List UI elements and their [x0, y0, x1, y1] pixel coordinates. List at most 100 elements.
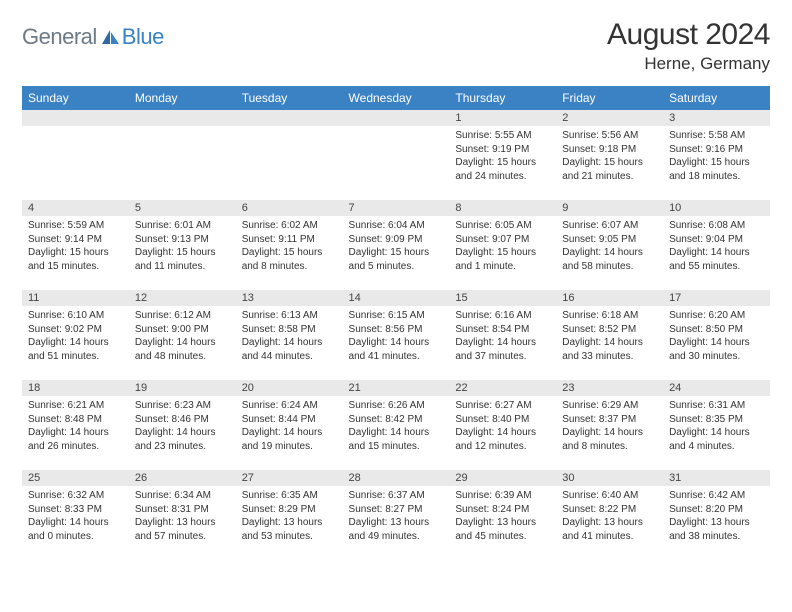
- sunrise-text: Sunrise: 6:16 AM: [455, 309, 550, 323]
- sunset-text: Sunset: 9:11 PM: [242, 233, 337, 247]
- day-details: Sunrise: 6:15 AMSunset: 8:56 PMDaylight:…: [343, 306, 450, 363]
- day-details: Sunrise: 6:34 AMSunset: 8:31 PMDaylight:…: [129, 486, 236, 543]
- location-label: Herne, Germany: [607, 54, 770, 74]
- day-cell: 13Sunrise: 6:13 AMSunset: 8:58 PMDayligh…: [236, 290, 343, 380]
- day-number: 15: [449, 290, 556, 306]
- day-number: 23: [556, 380, 663, 396]
- day-number: 5: [129, 200, 236, 216]
- col-thursday: Thursday: [449, 86, 556, 110]
- day-cell: 16 Sunrise: 6:18 AMSunset: 8:52 PMDayligh…: [556, 290, 663, 380]
- day-number: 25: [22, 470, 129, 486]
- sunrise-text: Sunrise: 6:29 AM: [562, 399, 657, 413]
- day-cell: 6Sunrise: 6:02 AMSunset: 9:11 PMDaylight…: [236, 200, 343, 290]
- sunrise-text: Sunrise: 6:32 AM: [28, 489, 123, 503]
- sunset-text: Sunset: 8:31 PM: [135, 503, 230, 517]
- day-number: 1: [449, 110, 556, 126]
- sunrise-text: Sunrise: 6:01 AM: [135, 219, 230, 233]
- sunrise-text: Sunrise: 6:26 AM: [349, 399, 444, 413]
- day-details: Sunrise: 5:55 AMSunset: 9:19 PMDaylight:…: [449, 126, 556, 183]
- day-cell: 31Sunrise: 6:42 AMSunset: 8:20 PMDayligh…: [663, 470, 770, 560]
- day-details: Sunrise: 6:24 AMSunset: 8:44 PMDaylight:…: [236, 396, 343, 453]
- col-wednesday: Wednesday: [343, 86, 450, 110]
- sunrise-text: Sunrise: 5:58 AM: [669, 129, 764, 143]
- day-number: 27: [236, 470, 343, 486]
- sunrise-text: Sunrise: 6:39 AM: [455, 489, 550, 503]
- sunset-text: Sunset: 8:48 PM: [28, 413, 123, 427]
- sunrise-text: Sunrise: 6:18 AM: [562, 309, 657, 323]
- sunrise-text: Sunrise: 6:05 AM: [455, 219, 550, 233]
- header: General Blue August 2024 Herne, Germany: [22, 18, 770, 74]
- sunrise-text: Sunrise: 6:13 AM: [242, 309, 337, 323]
- daylight-text: Daylight: 15 hours and 11 minutes.: [135, 246, 230, 273]
- day-cell: 14Sunrise: 6:15 AMSunset: 8:56 PMDayligh…: [343, 290, 450, 380]
- day-details: Sunrise: 5:58 AMSunset: 9:16 PMDaylight:…: [663, 126, 770, 183]
- day-number: 30: [556, 470, 663, 486]
- logo-sail-icon: [100, 28, 120, 46]
- day-number: 18: [22, 380, 129, 396]
- week-row: 4Sunrise: 5:59 AMSunset: 9:14 PMDaylight…: [22, 200, 770, 290]
- day-cell: 1Sunrise: 5:55 AMSunset: 9:19 PMDaylight…: [449, 110, 556, 200]
- sunrise-text: Sunrise: 6:37 AM: [349, 489, 444, 503]
- day-number: [22, 110, 129, 126]
- daylight-text: Daylight: 14 hours and 0 minutes.: [28, 516, 123, 543]
- sunset-text: Sunset: 8:54 PM: [455, 323, 550, 337]
- sunrise-text: Sunrise: 5:59 AM: [28, 219, 123, 233]
- day-cell: 12Sunrise: 6:12 AMSunset: 9:00 PMDayligh…: [129, 290, 236, 380]
- sunrise-text: Sunrise: 6:42 AM: [669, 489, 764, 503]
- day-cell: 26Sunrise: 6:34 AMSunset: 8:31 PMDayligh…: [129, 470, 236, 560]
- daylight-text: Daylight: 15 hours and 24 minutes.: [455, 156, 550, 183]
- day-details: Sunrise: 6:27 AMSunset: 8:40 PMDaylight:…: [449, 396, 556, 453]
- sunset-text: Sunset: 9:09 PM: [349, 233, 444, 247]
- day-details: Sunrise: 5:56 AMSunset: 9:18 PMDaylight:…: [556, 126, 663, 183]
- daylight-text: Daylight: 15 hours and 15 minutes.: [28, 246, 123, 273]
- day-details: Sunrise: 6:01 AMSunset: 9:13 PMDaylight:…: [129, 216, 236, 273]
- day-cell: [343, 110, 450, 200]
- sunrise-text: Sunrise: 6:08 AM: [669, 219, 764, 233]
- day-cell: 5Sunrise: 6:01 AMSunset: 9:13 PMDaylight…: [129, 200, 236, 290]
- calendar-body: 1Sunrise: 5:55 AMSunset: 9:19 PMDaylight…: [22, 110, 770, 560]
- daylight-text: Daylight: 15 hours and 8 minutes.: [242, 246, 337, 273]
- day-details: Sunrise: 6:23 AMSunset: 8:46 PMDaylight:…: [129, 396, 236, 453]
- day-details: Sunrise: 6:37 AMSunset: 8:27 PMDaylight:…: [343, 486, 450, 543]
- page-title: August 2024: [607, 18, 770, 52]
- day-number: 12: [129, 290, 236, 306]
- daylight-text: Daylight: 15 hours and 21 minutes.: [562, 156, 657, 183]
- sunset-text: Sunset: 8:46 PM: [135, 413, 230, 427]
- sunset-text: Sunset: 9:07 PM: [455, 233, 550, 247]
- day-cell: 19Sunrise: 6:23 AMSunset: 8:46 PMDayligh…: [129, 380, 236, 470]
- sunset-text: Sunset: 8:52 PM: [562, 323, 657, 337]
- daylight-text: Daylight: 14 hours and 51 minutes.: [28, 336, 123, 363]
- daylight-text: Daylight: 14 hours and 30 minutes.: [669, 336, 764, 363]
- day-number: [343, 110, 450, 126]
- daylight-text: Daylight: 14 hours and 12 minutes.: [455, 426, 550, 453]
- daylight-text: Daylight: 14 hours and 33 minutes.: [562, 336, 657, 363]
- day-details: Sunrise: 6:05 AMSunset: 9:07 PMDaylight:…: [449, 216, 556, 273]
- sunrise-text: Sunrise: 6:12 AM: [135, 309, 230, 323]
- day-cell: 15Sunrise: 6:16 AMSunset: 8:54 PMDayligh…: [449, 290, 556, 380]
- sunset-text: Sunset: 8:24 PM: [455, 503, 550, 517]
- col-tuesday: Tuesday: [236, 86, 343, 110]
- day-details: Sunrise: 6:32 AMSunset: 8:33 PMDaylight:…: [22, 486, 129, 543]
- sunrise-text: Sunrise: 6:31 AM: [669, 399, 764, 413]
- day-number: 19: [129, 380, 236, 396]
- sunrise-text: Sunrise: 6:34 AM: [135, 489, 230, 503]
- day-details: Sunrise: 6:42 AMSunset: 8:20 PMDaylight:…: [663, 486, 770, 543]
- sunrise-text: Sunrise: 6:15 AM: [349, 309, 444, 323]
- day-details: Sunrise: 6:26 AMSunset: 8:42 PMDaylight:…: [343, 396, 450, 453]
- sunset-text: Sunset: 8:27 PM: [349, 503, 444, 517]
- day-cell: 10Sunrise: 6:08 AMSunset: 9:04 PMDayligh…: [663, 200, 770, 290]
- day-number: 16: [556, 290, 663, 306]
- daylight-text: Daylight: 14 hours and 19 minutes.: [242, 426, 337, 453]
- sunrise-text: Sunrise: 6:07 AM: [562, 219, 657, 233]
- col-saturday: Saturday: [663, 86, 770, 110]
- col-monday: Monday: [129, 86, 236, 110]
- sunset-text: Sunset: 8:22 PM: [562, 503, 657, 517]
- week-row: 25Sunrise: 6:32 AMSunset: 8:33 PMDayligh…: [22, 470, 770, 560]
- day-details: Sunrise: 6:04 AMSunset: 9:09 PMDaylight:…: [343, 216, 450, 273]
- daylight-text: Daylight: 13 hours and 38 minutes.: [669, 516, 764, 543]
- day-cell: 17Sunrise: 6:20 AMSunset: 8:50 PMDayligh…: [663, 290, 770, 380]
- day-number: 6: [236, 200, 343, 216]
- day-details: Sunrise: 6:31 AMSunset: 8:35 PMDaylight:…: [663, 396, 770, 453]
- day-number: 9: [556, 200, 663, 216]
- day-details: Sunrise: 6:29 AMSunset: 8:37 PMDaylight:…: [556, 396, 663, 453]
